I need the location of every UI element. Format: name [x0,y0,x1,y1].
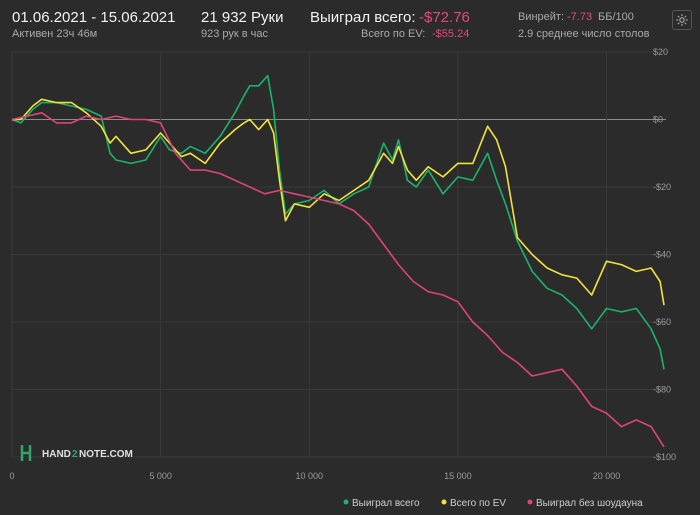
winrate-label: Винрейт: [518,11,565,23]
series-line-1 [12,98,665,306]
ev-label: Всего по EV: [361,28,426,40]
legend-label: Всего по EV [450,498,506,509]
x-tick-label: 20 000 [593,471,621,481]
series-line-2 [11,112,665,448]
legend: Выиграл всего Всего по EV Выиграл без шоуд… [343,497,643,509]
y-tick-label: -$100 [653,452,676,462]
y-tick-label: $0 [653,115,663,125]
active-time: Активен 23ч 46м [12,28,98,40]
x-tick-label: 10 000 [296,471,324,481]
hand2note-logo: HAND 2 NOTE.COM [20,445,133,461]
winrate-unit: ББ/100 [598,11,634,23]
x-axis: 0 5 000 10 000 15 000 20 000 [9,471,620,481]
legend-marker [343,499,349,505]
legend-marker [441,499,447,505]
gear-icon [676,14,688,26]
y-tick-label: -$40 [653,250,671,260]
settings-button[interactable] [672,10,692,30]
logo-text-left: HAND [42,449,71,460]
y-tick-label: $20 [653,47,668,57]
legend-label: Выиграл всего [352,498,420,509]
x-tick-label: 5 000 [149,471,172,481]
series-line-0 [11,74,665,370]
legend-marker [527,499,533,505]
logo-icon [20,445,32,461]
won-total-value: -$72.76 [419,9,470,26]
ev-value: -$55.24 [432,28,470,40]
hands-per-hour: 923 рук в час [201,28,269,40]
series-lines [11,74,665,448]
won-total-label: Выиграл всего: [310,9,416,26]
avg-tables: 2.9 среднее число столов [518,28,650,40]
logo-text-mid: 2 [72,449,78,460]
grid-lines [11,51,666,458]
winrate-value: -7.73 [567,11,593,23]
date-range[interactable]: 01.06.2021 - 15.06.2021 [12,9,176,26]
x-tick-label: 0 [9,471,14,481]
y-tick-label: -$60 [653,317,671,327]
logo-text-right: NOTE.COM [79,449,133,460]
y-tick-label: -$80 [653,385,671,395]
y-axis: $20 $0 -$20 -$40 -$60 -$80 -$100 [653,47,676,462]
y-tick-label: -$20 [653,182,671,192]
x-tick-label: 15 000 [444,471,472,481]
hands-count: 21 932 Руки [201,9,284,26]
legend-label: Выиграл без шоудауна [536,497,643,509]
header-bar: 01.06.2021 - 15.06.2021 Активен 23ч 46м … [0,0,700,46]
